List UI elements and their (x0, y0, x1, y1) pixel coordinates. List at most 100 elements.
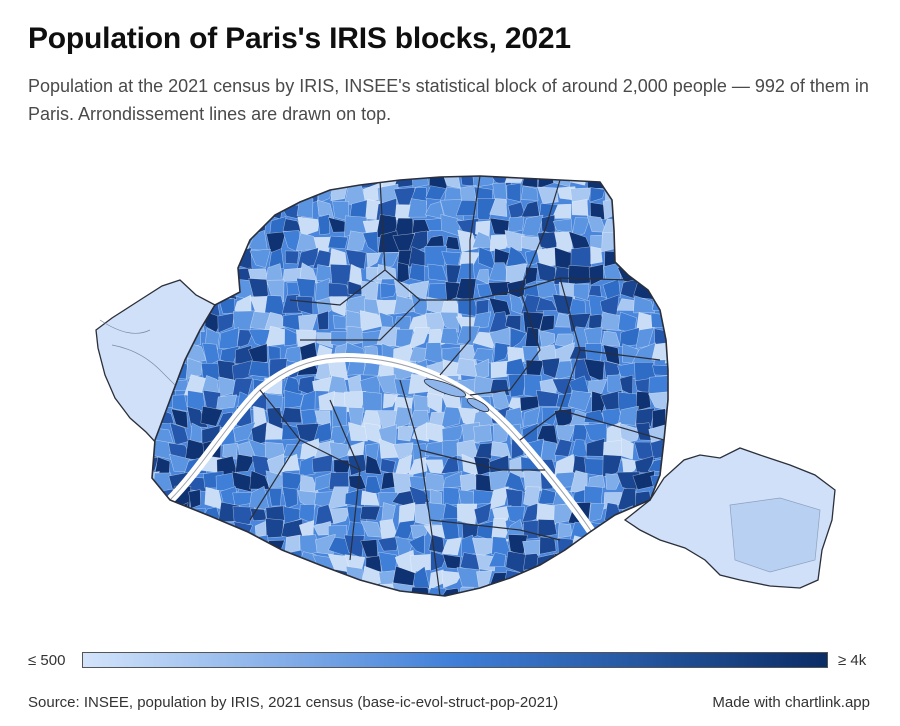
iris-block (202, 537, 220, 554)
iris-block (602, 534, 623, 553)
iris-block (200, 198, 223, 220)
iris-block (377, 536, 399, 552)
iris-block (330, 176, 352, 190)
credit-link[interactable]: Made with chartlink.app (712, 694, 870, 711)
iris-block (440, 406, 462, 429)
iris-block (345, 521, 365, 540)
iris-block (376, 326, 401, 347)
iris-block (489, 234, 511, 252)
iris-block (619, 246, 638, 269)
iris-block (170, 408, 189, 429)
iris-block (666, 280, 668, 300)
iris-block (327, 486, 349, 510)
iris-block (171, 555, 191, 570)
iris-block (526, 569, 544, 589)
iris-block (311, 176, 331, 188)
iris-block (522, 539, 541, 556)
iris-block (376, 374, 400, 396)
iris-block (154, 234, 173, 254)
iris-block (490, 360, 509, 379)
iris-block (397, 426, 415, 442)
iris-block (472, 331, 494, 349)
iris-block (649, 248, 668, 270)
iris-block (488, 581, 507, 596)
iris-block (455, 200, 476, 217)
iris-block (202, 342, 220, 367)
iris-block (524, 586, 545, 596)
iris-block (601, 569, 624, 587)
iris-block (428, 534, 446, 554)
iris-block (666, 408, 668, 429)
iris-block (284, 327, 298, 347)
iris-block (173, 582, 192, 596)
iris-block (231, 471, 254, 493)
iris-block (280, 176, 303, 191)
iris-block (200, 550, 221, 574)
iris-block (538, 329, 556, 350)
iris-block (472, 588, 494, 596)
iris-block (520, 185, 539, 201)
iris-block (407, 198, 427, 218)
iris-block (616, 218, 637, 239)
iris-block (296, 277, 316, 300)
iris-block (188, 235, 204, 253)
iris-block (152, 583, 160, 596)
iris-block (186, 176, 208, 190)
iris-block (298, 570, 320, 585)
iris-block (647, 569, 668, 584)
iris-block (359, 506, 381, 521)
iris-block (253, 551, 266, 571)
iris-block (152, 263, 159, 283)
iris-block (664, 342, 668, 364)
iris-block (569, 550, 590, 569)
iris-block (535, 584, 560, 596)
iris-block (601, 232, 621, 253)
iris-block (473, 424, 492, 443)
iris-block (587, 474, 606, 490)
iris-block (571, 217, 591, 239)
iris-block (169, 217, 188, 238)
iris-block (235, 570, 253, 587)
iris-block (619, 176, 640, 191)
iris-block (635, 391, 651, 412)
iris-block (618, 405, 639, 426)
iris-block (552, 566, 575, 589)
iris-block (472, 311, 492, 329)
iris-block (297, 216, 320, 237)
iris-block (249, 204, 269, 219)
iris-block (329, 296, 348, 317)
iris-block (248, 360, 270, 378)
iris-block (505, 488, 524, 510)
iris-block (667, 176, 668, 188)
iris-block (200, 176, 224, 190)
iris-block (202, 230, 222, 253)
iris-block (392, 519, 417, 542)
iris-block (268, 488, 282, 507)
iris-block (285, 567, 304, 586)
iris-block (521, 176, 538, 188)
source-note: Source: INSEE, population by IRIS, 2021 … (28, 694, 559, 711)
iris-block (264, 556, 285, 571)
iris-block (664, 248, 668, 270)
iris-block (206, 215, 219, 237)
iris-block (588, 502, 606, 523)
iris-block (476, 570, 493, 590)
iris-block (234, 247, 253, 271)
iris-block (424, 245, 448, 267)
iris-block (603, 550, 624, 574)
iris-block (488, 486, 509, 510)
iris-block (255, 187, 266, 207)
iris-block (316, 310, 329, 330)
iris-block (152, 490, 157, 510)
iris-block (152, 215, 158, 236)
iris-block (471, 176, 495, 188)
seine-banks (169, 357, 601, 546)
iris-block (667, 550, 668, 573)
iris-block (505, 315, 522, 331)
iris-block (615, 197, 640, 221)
iris-block (664, 569, 668, 585)
iris-block (184, 266, 208, 285)
iris-block (218, 214, 238, 237)
iris-block (602, 198, 618, 220)
iris-block (380, 282, 399, 299)
